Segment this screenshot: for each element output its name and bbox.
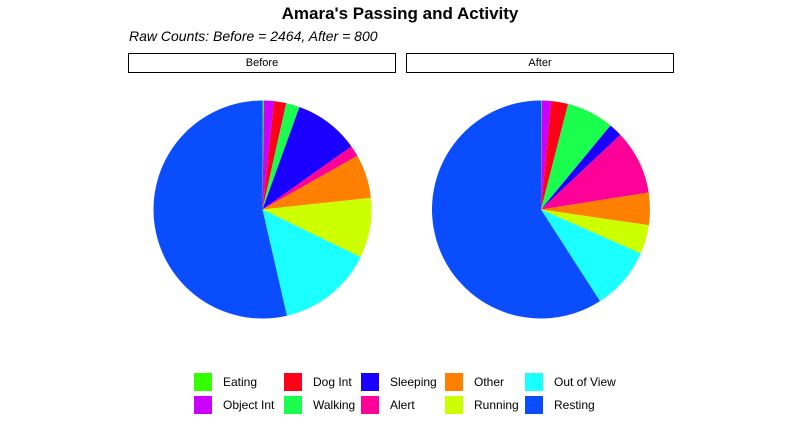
legend-key	[284, 372, 302, 391]
legend-key	[525, 395, 543, 414]
legend-label: Dog Int	[313, 374, 352, 389]
pie-slice-before-dog-int	[262, 101, 287, 210]
legend-label: Object Int	[223, 397, 275, 412]
legend-item-running: Running	[445, 395, 525, 414]
legend-key	[525, 372, 543, 391]
legend-key	[194, 372, 212, 391]
pie-slice-before-object-int	[262, 100, 275, 210]
pie-slice-after-other	[541, 192, 650, 226]
legend-label: Resting	[554, 397, 595, 412]
legend-label: Walking	[313, 397, 356, 412]
pie-slice-before-eating	[262, 100, 264, 210]
pie-after	[431, 100, 650, 319]
pie-slice-before-resting	[153, 100, 287, 319]
pie-slice-after-walking	[541, 103, 611, 210]
legend-item-resting: Resting	[525, 395, 625, 414]
legend-label: Running	[474, 397, 519, 412]
pie-slice-before-running	[262, 197, 372, 258]
legend-item-out-of-view: Out of View	[525, 372, 625, 391]
facet-strip-before: Before	[128, 53, 396, 73]
legend-item-dog-int: Dog Int	[284, 372, 361, 391]
legend-label: Eating	[223, 374, 258, 389]
pie-slice-before-sleeping	[262, 106, 352, 210]
legend-label: Out of View	[554, 374, 616, 389]
pie-slice-after-eating	[541, 100, 542, 210]
legend-key	[284, 395, 302, 414]
legend-key	[194, 395, 212, 414]
legend-item-alert: Alert	[361, 395, 445, 414]
legend: Eating Dog Int Sleeping Other Out of View Obj…	[194, 370, 625, 416]
chart-title: Amara's Passing and Activity	[281, 4, 519, 23]
pie-before	[153, 100, 372, 319]
pie-slice-after-dog-int	[541, 100, 569, 210]
facet-strip-after: After	[406, 53, 674, 73]
legend-key	[445, 395, 463, 414]
legend-item-walking: Walking	[284, 395, 361, 414]
pie-slice-after-sleeping	[541, 125, 621, 210]
pie-slice-before-alert	[262, 146, 358, 210]
pie-slice-after-alert	[541, 134, 649, 210]
legend-item-object-int: Object Int	[194, 395, 284, 414]
legend-label: Other	[474, 374, 505, 389]
pie-slice-after-object-int	[541, 100, 552, 210]
pie-slice-after-out-of-view	[541, 209, 641, 302]
legend-key	[445, 372, 463, 391]
pie-slice-after-running	[541, 209, 649, 254]
pie-slice-before-out-of-view	[262, 209, 361, 316]
legend-label: Sleeping	[390, 374, 437, 389]
legend-key	[361, 372, 379, 391]
legend-item-eating: Eating	[194, 372, 284, 391]
chart-subtitle: Raw Counts: Before = 2464, After = 800	[129, 28, 378, 44]
legend-item-other: Other	[445, 372, 525, 391]
legend-item-sleeping: Sleeping	[361, 372, 445, 391]
pie-slice-before-other	[262, 155, 371, 210]
legend-key	[361, 395, 379, 414]
pie-slice-after-resting	[431, 100, 600, 319]
legend-label: Alert	[390, 397, 415, 412]
pie-slice-before-walking	[262, 103, 300, 210]
